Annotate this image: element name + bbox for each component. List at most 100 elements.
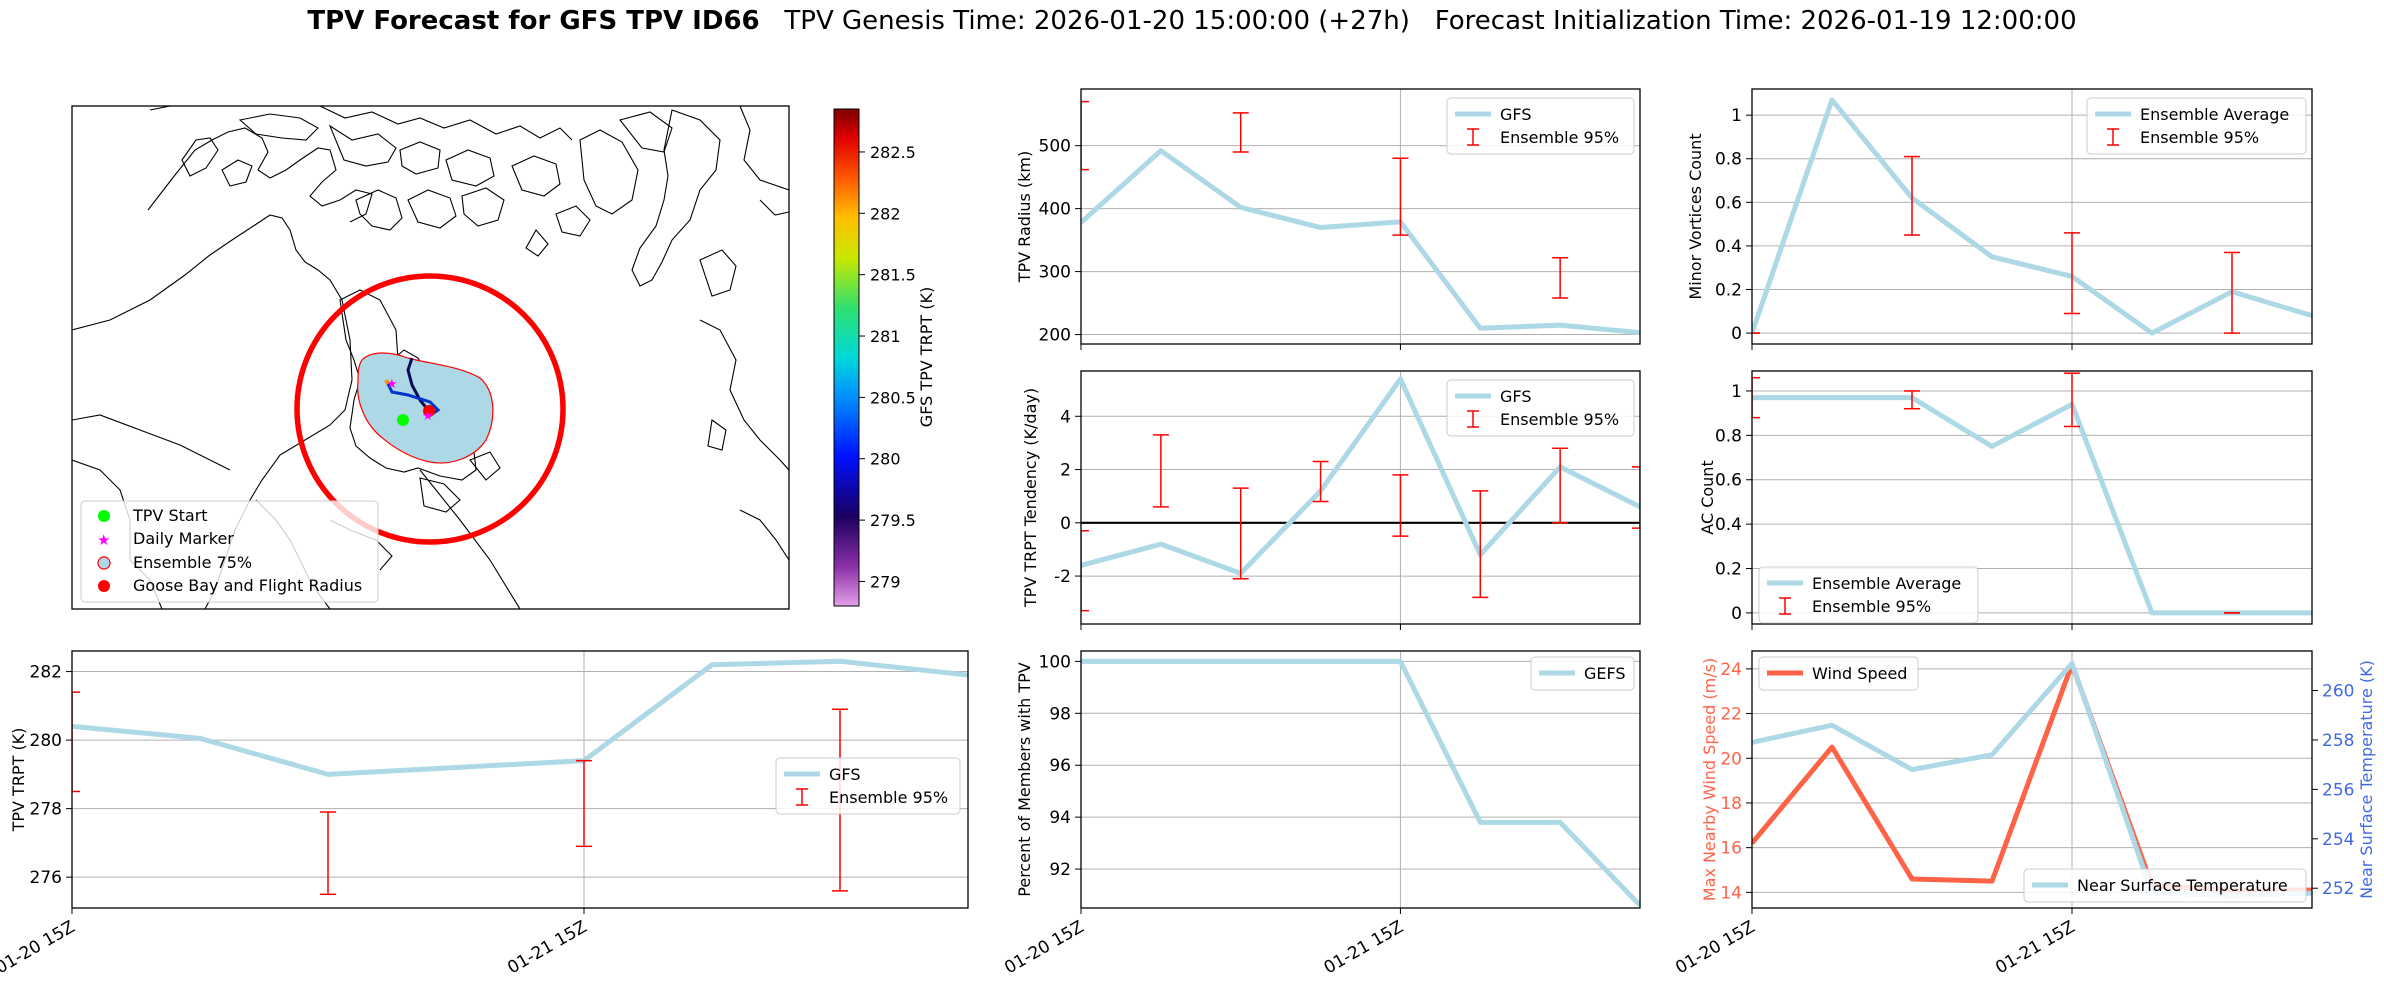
legend-label: Ensemble 95% (1812, 597, 1931, 616)
colorbar-tick-label: 281.5 (870, 266, 916, 285)
y-tick-label: 0.2 (1715, 560, 1742, 580)
chart-trpt: 276 278 280 282 TPV TRPT (K) 01-20 15Z 01-21 1… (0, 650, 969, 978)
legend-start-label: TPV Start (132, 506, 208, 525)
x-tick-label: 01-20 15Z (0, 917, 79, 978)
chart-tendency: -2 0 2 4 TPV TRPT Tendency (K/day) GFS Ensembl… (1021, 370, 1641, 630)
y-tick-label: 282 (30, 663, 62, 683)
y-tick-label: 92 (1049, 860, 1071, 880)
legend: Near Surface Temperature (2023, 868, 2307, 903)
chart-percent: 92 94 96 98 100 Percent of Members with TPV 01… (1001, 650, 1641, 978)
series-group (1081, 658, 1640, 908)
legend-label: GFS (1500, 387, 1531, 406)
y-tick-label: 98 (1049, 704, 1071, 724)
legend-label: Ensemble 95% (1500, 410, 1619, 429)
y-tick-label: 0.6 (1715, 193, 1742, 213)
y-tick-label: 276 (30, 868, 62, 888)
x-tick-label: 01-21 15Z (1321, 917, 1407, 978)
y-axis-label: TPV TRPT (K) (9, 728, 28, 833)
legend-box (1446, 97, 1635, 155)
series-line-gfs (72, 658, 968, 777)
plot-frame (71, 650, 969, 909)
legend-box (1530, 656, 1635, 691)
plot-frame (1751, 88, 2313, 345)
legend-label: Ensemble Average (2140, 105, 2289, 124)
y-tick-label: 300 (1039, 263, 1071, 283)
legend: GEFS (1530, 656, 1635, 691)
x-tick-label: 01-21 15Z (1992, 917, 2078, 978)
y-tick-label: 4 (1060, 407, 1071, 427)
legend-start-icon (98, 510, 110, 522)
legend-label: Wind Speed (1812, 664, 1907, 683)
plot-frame (1751, 370, 2313, 625)
y-tick-label: 2 (1060, 461, 1071, 481)
map-legend: TPV Start ★ Daily Marker Ensemble 75% Go… (80, 500, 379, 603)
legend-box (2086, 97, 2307, 155)
y-tick-label: 100 (1039, 652, 1071, 672)
y-right-tick-label: 258 (2322, 731, 2354, 751)
series-group (1081, 100, 1640, 336)
y-axis-label: Max Nearby Wind Speed (m/s) (1700, 658, 1719, 901)
plot-frame (1751, 650, 2313, 909)
colorbar-tick-label: 282.5 (870, 143, 916, 162)
legend: Ensemble Average Ensemble 95% (2086, 97, 2307, 155)
plot-frame (1080, 370, 1641, 625)
legend-ensemble-icon (97, 556, 111, 570)
colorbar-ticks: 279 279.5 280 280.5 281 281.5 282 282.5 (859, 143, 916, 591)
series-line-ensemble-average (1752, 97, 2312, 336)
tpv-track-2 (386, 383, 441, 416)
y-tick-label: 0.6 (1715, 471, 1742, 491)
legend-label: Near Surface Temperature (2077, 876, 2288, 895)
title-bold: TPV Forecast for GFS TPV ID66 (307, 6, 760, 36)
legend-box (1758, 566, 1979, 624)
y-axis-label: Minor Vortices Count (1686, 133, 1705, 299)
plot-frame (1080, 650, 1641, 909)
plot-frame (1080, 88, 1641, 345)
plot-area (1081, 651, 1640, 908)
colorbar-tick-label: 279.5 (870, 511, 916, 530)
y-tick-label: 278 (30, 800, 62, 820)
daily-marker-star: ★ (422, 409, 434, 424)
y-tick-label: 16 (1720, 839, 1742, 859)
x-tick-label: 01-20 15Z (1001, 917, 1087, 978)
y-tick-label: 0 (1060, 514, 1071, 534)
y-tick-label: 0.8 (1715, 426, 1742, 446)
daily-marker-star-2: ★ (386, 377, 398, 392)
figure-title: TPV Forecast for GFS TPV ID66 TPV Genesi… (0, 6, 2384, 36)
y-tick-label: 0 (1731, 604, 1742, 624)
legend-box (1758, 656, 1919, 691)
y-tick-label: 0.4 (1715, 515, 1742, 535)
colorbar-gradient (833, 108, 860, 607)
legend-label: GFS (829, 765, 860, 784)
y-right-tick-label: 260 (2322, 682, 2354, 702)
legend: Wind Speed (1758, 656, 1919, 691)
y-tick-label: 94 (1049, 808, 1071, 828)
legend-goosebay-label: Goose Bay and Flight Radius (133, 576, 362, 595)
legend-label: Ensemble 95% (1500, 128, 1619, 147)
legend-label: GEFS (1584, 664, 1626, 683)
map-panel: ★ ★ TPV Start ★ Daily Marker Ensemble 75… (71, 105, 790, 610)
legend: GFS Ensemble 95% (1446, 97, 1635, 155)
series-group (1752, 97, 2312, 336)
title-init: Forecast Initialization Time: 2026-01-19… (1434, 6, 2077, 36)
y-axis-label: TPV TRPT Tendency (K/day) (1021, 388, 1040, 608)
series-line-gfs (1081, 376, 1640, 576)
series-line-ensemble-average (1752, 395, 2312, 616)
colorbar-tick-label: 281 (870, 327, 901, 346)
colorbar-tick-label: 279 (870, 572, 901, 591)
y-tick-label: 500 (1039, 137, 1071, 157)
y-right-tick-label: 254 (2322, 830, 2354, 850)
y-tick-label: 0.4 (1715, 237, 1742, 257)
series-group (1081, 376, 1640, 612)
legend-marker-icon: ★ (97, 531, 110, 549)
legend: GFS Ensemble 95% (775, 757, 961, 815)
y-axis-label: Percent of Members with TPV (1015, 662, 1034, 896)
y-axis-label: AC Count (1698, 460, 1717, 534)
colorbar-tick-label: 282 (870, 204, 901, 223)
legend-label: Ensemble 95% (829, 788, 948, 807)
y-tick-label: 200 (1039, 326, 1071, 346)
legend-goosebay-icon (98, 580, 110, 592)
y-tick-label: 18 (1720, 794, 1742, 814)
